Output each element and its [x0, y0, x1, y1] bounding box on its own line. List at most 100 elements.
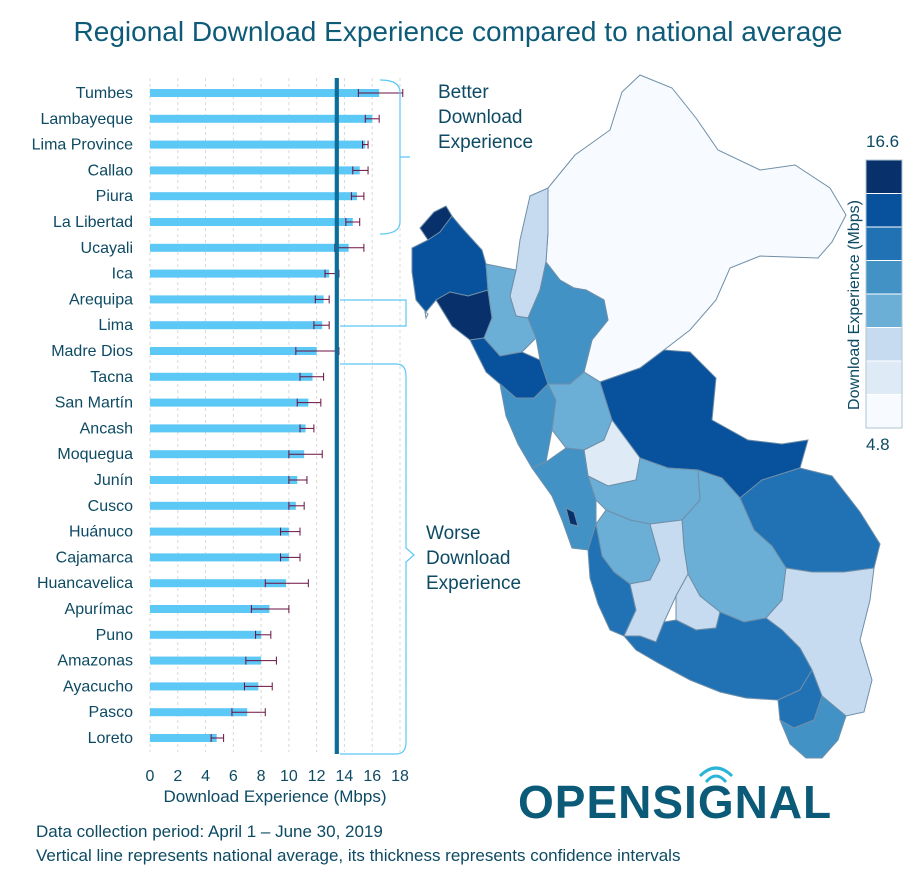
bar	[150, 579, 287, 588]
category-label: La Libertad	[53, 214, 133, 231]
legend-swatch	[865, 394, 903, 429]
bar	[150, 114, 373, 123]
better-label-line: Experience	[438, 132, 534, 153]
x-tick-label: 4	[201, 768, 210, 785]
category-label: Apurímac	[65, 601, 133, 618]
legend-swatch	[865, 193, 903, 228]
region-callao	[565, 507, 579, 527]
legend-swatch	[865, 293, 903, 328]
bar	[150, 553, 289, 562]
legend-max-label: 16.6	[866, 132, 900, 151]
bar	[150, 682, 259, 691]
bar	[150, 166, 360, 175]
bar	[150, 708, 248, 717]
category-label: Ucayali	[81, 240, 133, 257]
legend-swatch	[865, 226, 903, 261]
category-label: Puno	[96, 627, 133, 644]
legend-title: Download Experience (Mbps)	[846, 200, 863, 410]
better-download-label: Better Download Experience	[438, 80, 533, 155]
region-lima	[531, 447, 597, 551]
region-arequipa	[622, 611, 813, 701]
legend-swatch	[865, 327, 903, 362]
category-label: Lima	[98, 317, 133, 334]
category-label: Ica	[112, 266, 133, 283]
legend-min-label: 4.8	[866, 435, 890, 454]
category-label: Ayacucho	[63, 678, 133, 695]
worse-label-line: Download	[426, 548, 511, 569]
bar	[150, 243, 349, 252]
bar	[150, 269, 330, 278]
chart-title: Regional Download Experience compared to…	[73, 16, 843, 47]
bar	[150, 476, 298, 484]
bar	[150, 398, 309, 407]
category-label: Callao	[88, 162, 133, 179]
worse-download-label: Worse Download Experience	[426, 521, 521, 596]
category-label: Lima Province	[32, 137, 133, 154]
opensignal-logo: OPENSIGNAL	[518, 776, 833, 828]
legend-swatch	[865, 260, 903, 295]
category-labels: Tumbes Lambayeque Lima Province Callao Piura…	[32, 85, 133, 747]
x-tick-label: 0	[146, 768, 155, 785]
peru-region-map	[411, 74, 881, 759]
category-label: Tumbes	[76, 85, 133, 102]
gridlines	[149, 78, 401, 752]
bar	[150, 656, 262, 665]
region-island	[424, 310, 429, 320]
x-tick-label: 16	[363, 768, 381, 785]
category-label: Arequipa	[69, 291, 133, 308]
bar	[150, 295, 324, 304]
category-label: Madre Dios	[51, 343, 133, 360]
category-label: Pasco	[89, 704, 134, 721]
lima-highlight-bracket	[340, 299, 407, 327]
bar	[150, 527, 289, 536]
category-label: Lambayeque	[40, 111, 133, 128]
x-tick-label: 2	[173, 768, 182, 785]
region-lambayeque	[435, 289, 493, 341]
bar	[150, 605, 270, 613]
category-label: Cusco	[88, 498, 133, 515]
category-label: Ancash	[80, 420, 133, 437]
region-cajamarca	[483, 263, 537, 357]
category-label: Junín	[94, 472, 133, 489]
bar	[150, 321, 323, 330]
worse-bracket	[340, 363, 415, 755]
category-label: Tacna	[90, 369, 133, 386]
bar	[150, 734, 217, 742]
x-tick-label: 10	[280, 768, 298, 785]
bar	[150, 218, 353, 226]
bar	[150, 192, 357, 201]
x-axis-label: Download Experience (Mbps)	[164, 787, 387, 806]
better-label-line: Better	[438, 82, 489, 103]
category-label: Huancavelica	[37, 575, 133, 592]
x-tick-label: 6	[229, 768, 238, 785]
worse-label-line: Worse	[426, 523, 481, 544]
national-average-note: Vertical line represents national averag…	[36, 846, 681, 865]
signal-icon	[698, 766, 734, 784]
legend-frame	[865, 159, 903, 429]
data-collection-note: Data collection period: April 1 – June 3…	[36, 822, 383, 841]
x-ticks: 0 2 4 6 8 10 12 14 16 18	[146, 768, 409, 785]
bar	[150, 89, 380, 97]
category-label: San Martín	[55, 395, 133, 412]
bar	[150, 347, 317, 355]
bar	[150, 372, 313, 381]
category-label: Loreto	[88, 730, 133, 747]
bar	[150, 424, 306, 433]
x-tick-label: 18	[391, 768, 409, 785]
bar	[150, 501, 296, 510]
bar	[150, 450, 305, 459]
x-tick-label: 8	[257, 768, 266, 785]
bar	[150, 140, 366, 149]
category-label: Moquegua	[57, 446, 133, 463]
worse-label-line: Experience	[426, 573, 522, 594]
bar	[150, 630, 262, 639]
better-bracket	[379, 79, 410, 235]
category-label: Amazonas	[57, 653, 133, 670]
category-label: Cajamarca	[56, 549, 133, 566]
region-tacna	[778, 695, 847, 759]
region-san-martin	[527, 260, 609, 385]
national-average-line	[334, 78, 339, 754]
better-label-line: Download	[438, 107, 523, 128]
category-label: Piura	[96, 188, 133, 205]
